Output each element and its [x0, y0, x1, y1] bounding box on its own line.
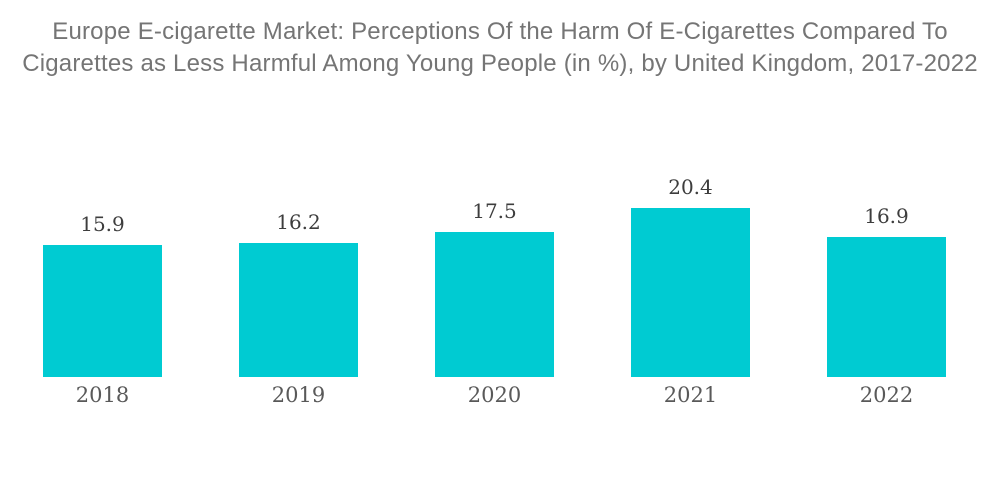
bar-column: 16.9 — [827, 204, 946, 377]
bar-column: 16.2 — [239, 210, 358, 377]
chart-title-line-2: Cigarettes as Less Harmful Among Young P… — [22, 50, 978, 77]
x-axis-tick-label: 2022 — [859, 383, 914, 407]
bar-value-label: 15.9 — [80, 212, 125, 236]
bar — [239, 243, 358, 377]
bar — [631, 208, 750, 377]
x-axis-labels: 2018 2019 2020 2021 2022 — [43, 383, 946, 407]
bar — [435, 232, 554, 377]
bar-value-label: 20.4 — [668, 175, 713, 199]
chart-title: Europe E-cigarette Market: Perceptions O… — [0, 16, 1000, 80]
bar-value-label: 16.9 — [864, 204, 909, 228]
bar-chart: 15.9 16.2 17.5 20.4 16.9 — [43, 175, 946, 377]
bar-value-label: 16.2 — [276, 210, 321, 234]
bar-column: 15.9 — [43, 212, 162, 377]
bar-value-label: 17.5 — [472, 199, 517, 223]
bar-column: 20.4 — [631, 175, 750, 377]
x-axis-tick-label: 2021 — [663, 383, 718, 407]
bar — [827, 237, 946, 377]
x-axis-tick-label: 2018 — [75, 383, 130, 407]
bar-column: 17.5 — [435, 199, 554, 377]
x-axis-tick-label: 2020 — [467, 383, 522, 407]
bar — [43, 245, 162, 377]
chart-title-line-1: Europe E-cigarette Market: Perceptions O… — [52, 18, 948, 45]
x-axis-tick-label: 2019 — [271, 383, 326, 407]
